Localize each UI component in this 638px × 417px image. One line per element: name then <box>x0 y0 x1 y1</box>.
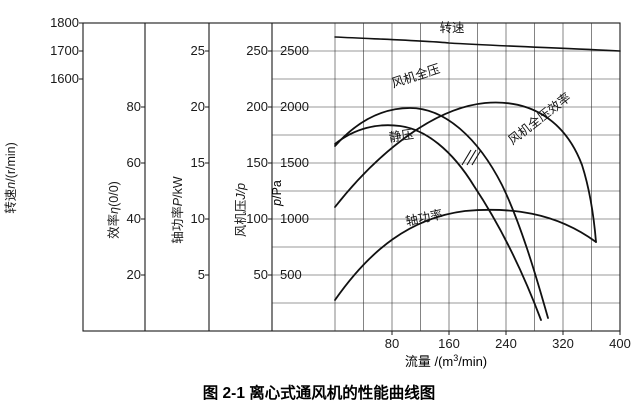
svg-text:转速n/(r/min): 转速n/(r/min) <box>3 142 18 214</box>
svg-text:1700: 1700 <box>50 43 79 58</box>
svg-text:50: 50 <box>254 267 268 282</box>
svg-text:20: 20 <box>127 267 141 282</box>
svg-text:图 2-1 离心式通风机的性能曲线图: 图 2-1 离心式通风机的性能曲线图 <box>203 383 436 402</box>
svg-text:160: 160 <box>438 336 460 351</box>
svg-text:500: 500 <box>280 267 302 282</box>
svg-text:15: 15 <box>191 155 205 170</box>
svg-text:60: 60 <box>127 155 141 170</box>
svg-text:1500: 1500 <box>280 155 309 170</box>
svg-text:40: 40 <box>127 211 141 226</box>
svg-text:20: 20 <box>191 99 205 114</box>
svg-text:1600: 1600 <box>50 71 79 86</box>
svg-text:流量 /(m3/min): 流量 /(m3/min) <box>405 353 487 369</box>
svg-text:2500: 2500 <box>280 43 309 58</box>
svg-text:效率η(0/0): 效率η(0/0) <box>106 181 121 239</box>
svg-text:p/Pa: p/Pa <box>270 180 284 207</box>
svg-text:2000: 2000 <box>280 99 309 114</box>
svg-text:200: 200 <box>246 99 268 114</box>
svg-text:150: 150 <box>246 155 268 170</box>
svg-text:250: 250 <box>246 43 268 58</box>
svg-text:10: 10 <box>191 211 205 226</box>
svg-text:轴功率P/kW: 轴功率P/kW <box>170 176 185 244</box>
svg-text:风机压J/p: 风机压J/p <box>234 183 248 237</box>
svg-text:转速: 转速 <box>439 20 465 35</box>
svg-text:80: 80 <box>127 99 141 114</box>
svg-text:320: 320 <box>552 336 574 351</box>
svg-text:1800: 1800 <box>50 15 79 30</box>
svg-text:5: 5 <box>198 267 205 282</box>
svg-text:240: 240 <box>495 336 517 351</box>
svg-text:1000: 1000 <box>280 211 309 226</box>
svg-text:25: 25 <box>191 43 205 58</box>
svg-text:100: 100 <box>246 211 268 226</box>
svg-text:80: 80 <box>385 336 399 351</box>
svg-text:400: 400 <box>609 336 631 351</box>
